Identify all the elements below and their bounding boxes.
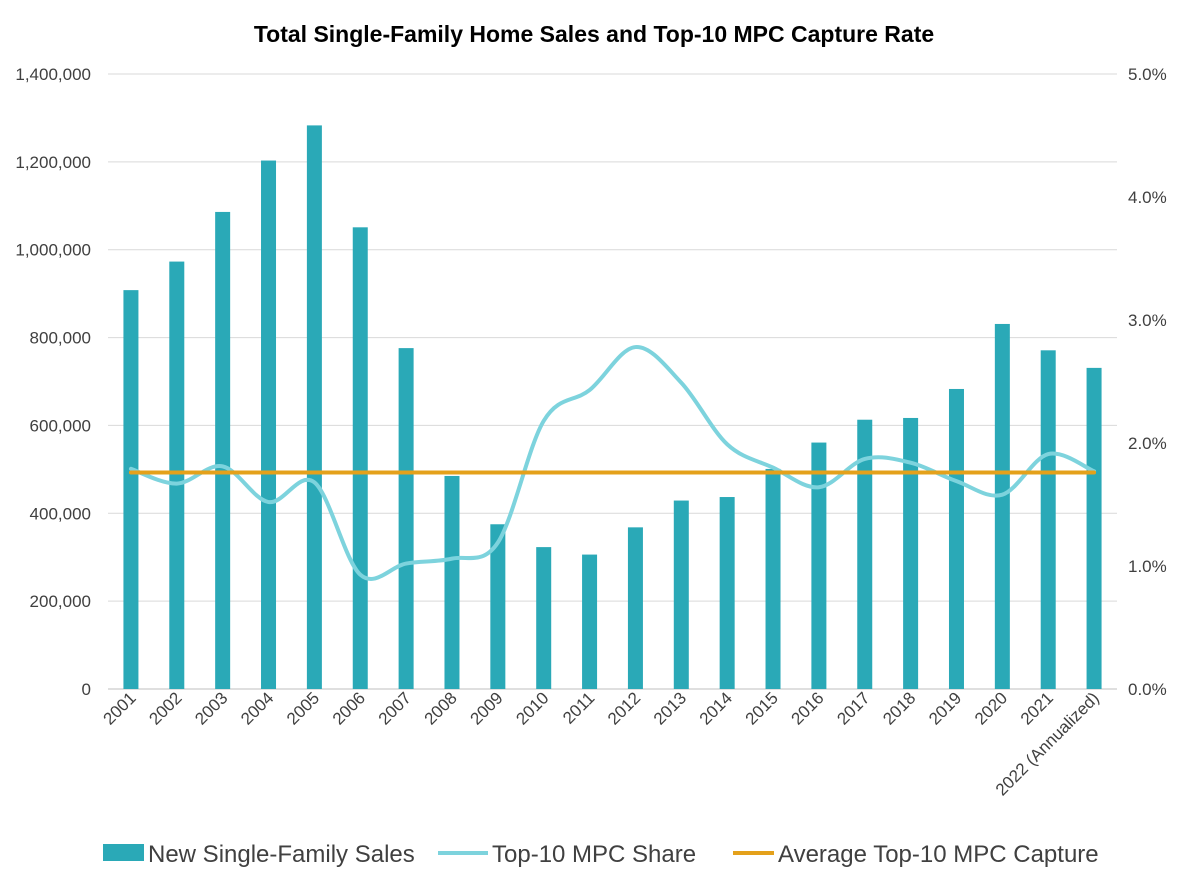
x-tick-label: 2018	[879, 688, 919, 728]
bar	[215, 211, 231, 689]
x-tick-label: 2009	[466, 688, 506, 728]
x-tick-label: 2013	[650, 688, 690, 728]
x-tick-label: 2002	[145, 688, 185, 728]
left-tick-label: 800,000	[30, 329, 91, 348]
x-tick-label: 2007	[375, 688, 415, 728]
bar	[811, 442, 827, 689]
x-tick-label: 2005	[283, 688, 323, 728]
left-tick-label: 200,000	[30, 592, 91, 611]
right-tick-label: 3.0%	[1128, 311, 1167, 330]
legend-swatch	[103, 844, 144, 861]
x-tick-label: 2010	[512, 688, 552, 728]
bar	[261, 160, 277, 689]
left-tick-label: 1,000,000	[15, 241, 91, 260]
bar	[306, 125, 322, 690]
bar	[948, 388, 964, 689]
bar	[627, 527, 643, 689]
share-line	[128, 345, 1097, 581]
bar	[903, 417, 919, 689]
x-tick-label: 2001	[100, 688, 140, 728]
right-tick-label: 5.0%	[1128, 65, 1167, 84]
legend-label: Top-10 MPC Share	[492, 841, 696, 868]
x-tick-label: 2015	[742, 688, 782, 728]
bar	[719, 497, 735, 689]
bar	[765, 468, 781, 689]
bar	[490, 524, 506, 689]
right-tick-label: 0.0%	[1128, 680, 1167, 699]
x-tick-label: 2004	[237, 688, 277, 728]
bar-series	[123, 125, 1102, 690]
right-tick-label: 4.0%	[1128, 188, 1167, 207]
left-axis-ticks: 0 200,000 400,000 600,000 800,000 1,000,000 1,…	[15, 65, 91, 699]
legend-label: Average Top-10 MPC Capture	[778, 841, 1099, 868]
bar	[994, 323, 1010, 689]
right-tick-label: 2.0%	[1128, 434, 1167, 453]
bar	[582, 554, 598, 689]
bar	[673, 500, 689, 689]
x-tick-label: 2017	[833, 688, 873, 728]
x-tick-label: 2011	[559, 688, 598, 727]
left-tick-label: 1,400,000	[15, 65, 91, 84]
bar	[444, 475, 460, 689]
legend-label: New Single-Family Sales	[148, 841, 415, 868]
x-tick-label: 2006	[329, 688, 369, 728]
bar	[857, 419, 873, 689]
bar	[536, 547, 552, 689]
bar	[398, 348, 414, 689]
x-axis-ticks: 2001 2002 2003 2004 2005 2006 2007 2008 2009 2010…	[100, 688, 1103, 799]
right-tick-label: 1.0%	[1128, 557, 1167, 576]
x-tick-label: 2003	[191, 688, 231, 728]
bar	[352, 227, 368, 689]
right-axis-ticks: 0.0% 1.0% 2.0% 3.0% 4.0% 5.0%	[1128, 65, 1167, 699]
line-series	[128, 345, 1097, 581]
bar	[169, 261, 185, 689]
left-tick-label: 1,200,000	[15, 153, 91, 172]
left-tick-label: 600,000	[30, 416, 91, 435]
legend: New Single-Family Sales Top-10 MPC Share A…	[103, 841, 1099, 868]
x-tick-label: 2014	[696, 688, 736, 728]
chart-title: Total Single-Family Home Sales and Top-1…	[254, 21, 934, 47]
x-tick-label: 2019	[925, 688, 965, 728]
x-tick-label: 2012	[604, 688, 644, 728]
x-tick-label: 2020	[971, 688, 1011, 728]
x-tick-label: 2008	[421, 688, 461, 728]
bar	[123, 290, 139, 689]
gridlines	[108, 73, 1117, 690]
left-tick-label: 0	[82, 680, 91, 699]
x-tick-label: 2016	[788, 688, 828, 728]
bar	[1040, 350, 1056, 689]
x-tick-label: 2021	[1017, 688, 1057, 728]
bar	[1086, 367, 1102, 689]
left-tick-label: 400,000	[30, 504, 91, 523]
